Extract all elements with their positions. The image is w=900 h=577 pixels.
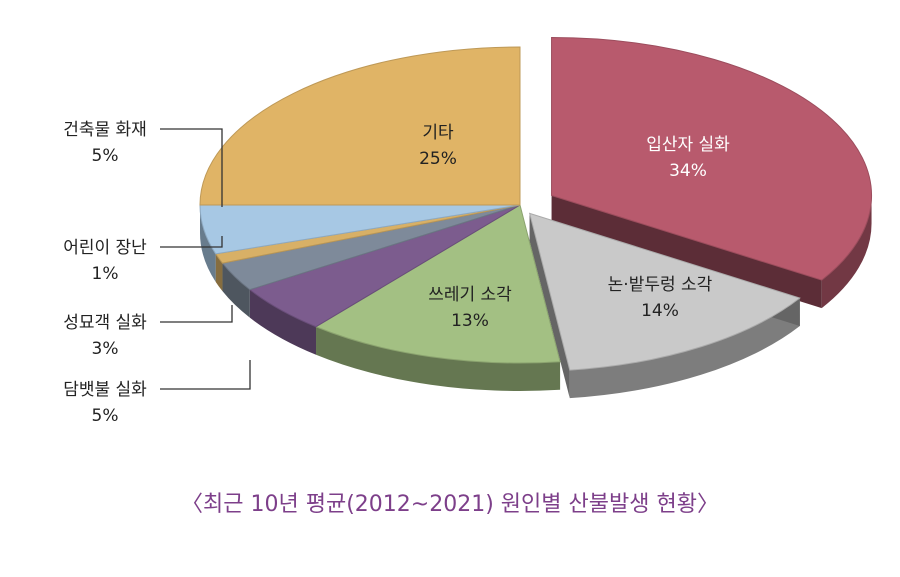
slice-value-4: 3% [92, 339, 119, 359]
leader-line-4 [160, 305, 233, 323]
pie-slice-0 [551, 36, 873, 281]
pie-slice-1 [528, 212, 801, 371]
slice-value-5: 1% [92, 264, 119, 284]
slice-side-0 [821, 195, 872, 309]
slice-labels: 입산자 실화 34% 논·밭두렁 소각 14% 쓰레기 소각 13% 담뱃불 실화 5% 성묘객… [63, 120, 730, 426]
leader-line-6 [160, 128, 223, 207]
leader-line-5 [160, 236, 223, 248]
slice-side-3 [249, 289, 317, 355]
slice-cut-1-1 [529, 213, 570, 399]
slice-cut-0-1 [551, 195, 822, 309]
slice-side-2 [316, 326, 561, 391]
slice-side-6 [200, 205, 216, 282]
chart-title: 〈최근 10년 평균(2012~2021) 원인별 산불발생 현황〉 [181, 492, 719, 517]
chart-title-container: 〈최근 10년 평균(2012~2021) 원인별 산불발생 현황〉 [0, 486, 900, 518]
pie-slice-7 [199, 46, 521, 206]
slice-label-7: 기타 [422, 123, 454, 143]
slice-label-4: 성묘객 실화 [63, 313, 147, 333]
slice-value-1: 14% [641, 301, 679, 321]
slice-value-3: 5% [92, 406, 119, 426]
slice-value-6: 5% [92, 146, 119, 166]
pie-top-layer [199, 36, 873, 371]
slice-side-5 [215, 253, 223, 292]
leader-line-3 [160, 360, 251, 390]
slice-side-4 [222, 263, 250, 318]
slice-value-7: 25% [419, 149, 457, 169]
slice-label-5: 어린이 장난 [63, 238, 147, 258]
pie-slice-2 [314, 204, 561, 364]
slice-label-2: 쓰레기 소각 [428, 285, 512, 305]
slice-label-3: 담뱃불 실화 [63, 380, 147, 400]
slice-side-1 [569, 298, 800, 399]
slice-label-6: 건축물 화재 [63, 120, 147, 140]
slice-value-0: 34% [669, 161, 707, 181]
slice-label-1: 논·밭두렁 소각 [608, 275, 713, 295]
slice-label-0: 입산자 실화 [646, 135, 730, 155]
slice-value-2: 13% [451, 311, 489, 331]
